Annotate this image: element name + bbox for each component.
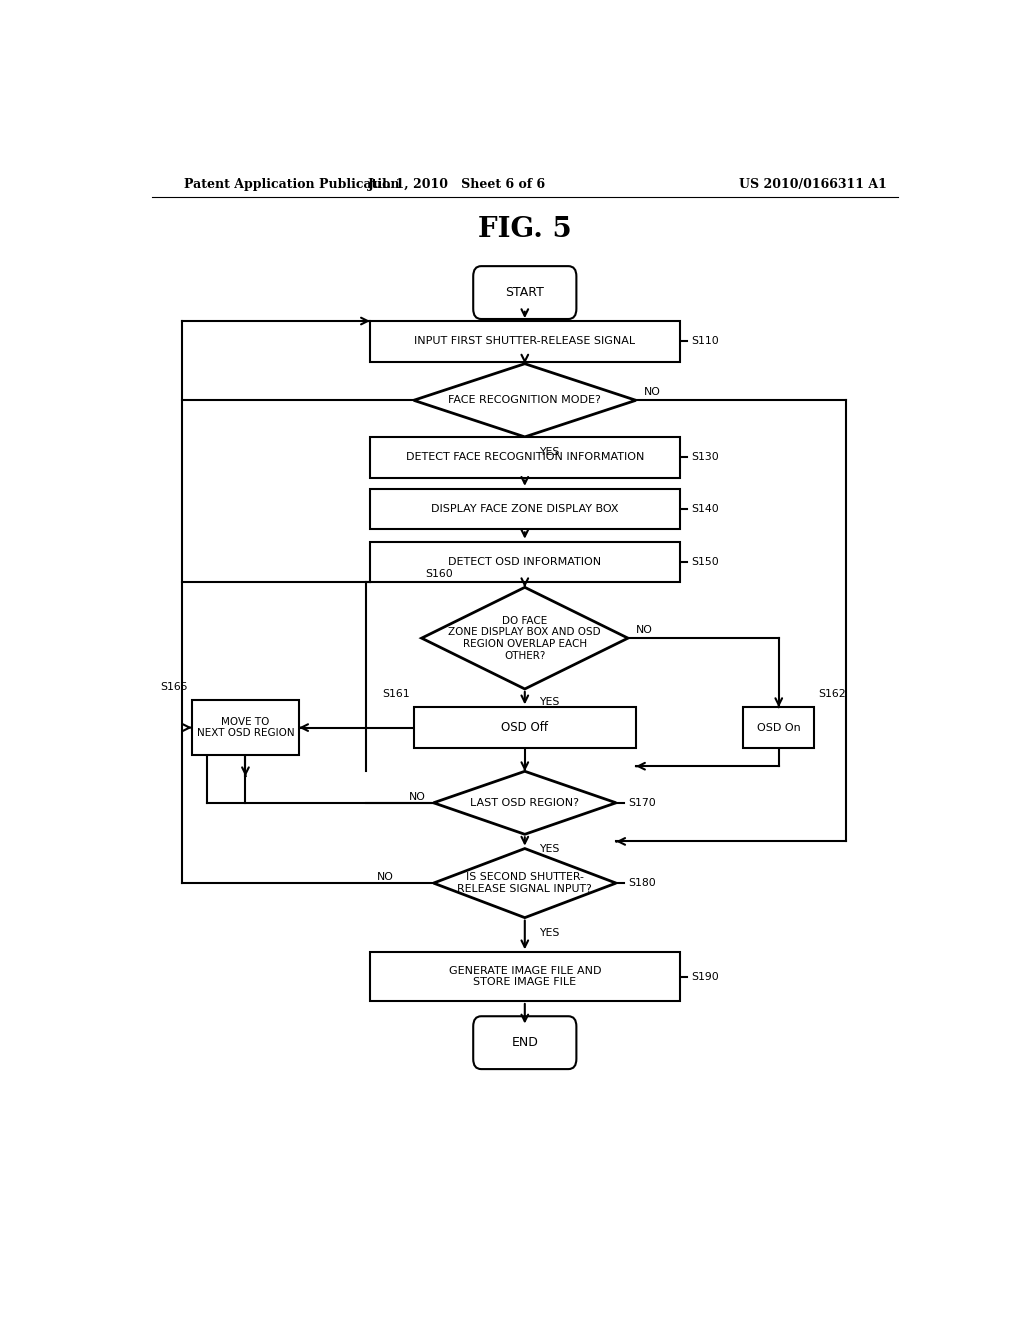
Text: S110: S110 bbox=[691, 337, 719, 346]
Text: S180: S180 bbox=[628, 878, 655, 888]
Polygon shape bbox=[433, 849, 616, 917]
Text: DISPLAY FACE ZONE DISPLAY BOX: DISPLAY FACE ZONE DISPLAY BOX bbox=[431, 504, 618, 513]
Bar bbox=[370, 488, 680, 529]
Bar bbox=[743, 708, 814, 748]
Text: S165: S165 bbox=[161, 682, 188, 692]
Polygon shape bbox=[422, 587, 628, 689]
Text: YES: YES bbox=[539, 697, 559, 708]
Text: NO: NO bbox=[409, 792, 426, 801]
Text: LAST OSD REGION?: LAST OSD REGION? bbox=[470, 797, 580, 808]
Bar bbox=[370, 437, 680, 478]
Bar bbox=[370, 952, 680, 1001]
Text: S130: S130 bbox=[691, 453, 719, 462]
Text: S150: S150 bbox=[691, 557, 719, 566]
Text: DO FACE
ZONE DISPLAY BOX AND OSD
REGION OVERLAP EACH
OTHER?: DO FACE ZONE DISPLAY BOX AND OSD REGION … bbox=[449, 615, 601, 660]
Polygon shape bbox=[433, 771, 616, 834]
Text: INPUT FIRST SHUTTER-RELEASE SIGNAL: INPUT FIRST SHUTTER-RELEASE SIGNAL bbox=[415, 337, 635, 346]
Text: S160: S160 bbox=[426, 569, 454, 579]
Text: S162: S162 bbox=[818, 689, 846, 700]
Text: FACE RECOGNITION MODE?: FACE RECOGNITION MODE? bbox=[449, 395, 601, 405]
Text: Jul. 1, 2010   Sheet 6 of 6: Jul. 1, 2010 Sheet 6 of 6 bbox=[369, 178, 547, 191]
Text: S170: S170 bbox=[628, 797, 655, 808]
Bar bbox=[191, 700, 299, 755]
Text: MOVE TO
NEXT OSD REGION: MOVE TO NEXT OSD REGION bbox=[197, 717, 294, 738]
Text: NO: NO bbox=[377, 873, 394, 882]
Text: NO: NO bbox=[636, 624, 652, 635]
Bar bbox=[414, 708, 636, 748]
Text: END: END bbox=[511, 1036, 539, 1049]
Text: YES: YES bbox=[539, 845, 559, 854]
FancyBboxPatch shape bbox=[473, 267, 577, 319]
Text: DETECT OSD INFORMATION: DETECT OSD INFORMATION bbox=[449, 557, 601, 566]
FancyBboxPatch shape bbox=[473, 1016, 577, 1069]
Text: OSD On: OSD On bbox=[757, 722, 801, 733]
Text: FIG. 5: FIG. 5 bbox=[478, 216, 571, 243]
Text: S161: S161 bbox=[382, 689, 410, 700]
Text: S140: S140 bbox=[691, 504, 719, 513]
Text: DETECT FACE RECOGNITION INFORMATION: DETECT FACE RECOGNITION INFORMATION bbox=[406, 453, 644, 462]
Polygon shape bbox=[414, 364, 636, 437]
Text: START: START bbox=[506, 286, 544, 300]
Text: GENERATE IMAGE FILE AND
STORE IMAGE FILE: GENERATE IMAGE FILE AND STORE IMAGE FILE bbox=[449, 966, 601, 987]
Text: US 2010/0166311 A1: US 2010/0166311 A1 bbox=[739, 178, 887, 191]
Text: S190: S190 bbox=[691, 972, 719, 982]
Bar bbox=[370, 321, 680, 362]
Text: YES: YES bbox=[539, 447, 559, 457]
Text: YES: YES bbox=[539, 928, 559, 937]
Text: Patent Application Publication: Patent Application Publication bbox=[183, 178, 399, 191]
Text: NO: NO bbox=[644, 387, 660, 397]
Text: OSD Off: OSD Off bbox=[502, 721, 548, 734]
Text: IS SECOND SHUTTER-
RELEASE SIGNAL INPUT?: IS SECOND SHUTTER- RELEASE SIGNAL INPUT? bbox=[458, 873, 592, 894]
Bar bbox=[370, 541, 680, 582]
